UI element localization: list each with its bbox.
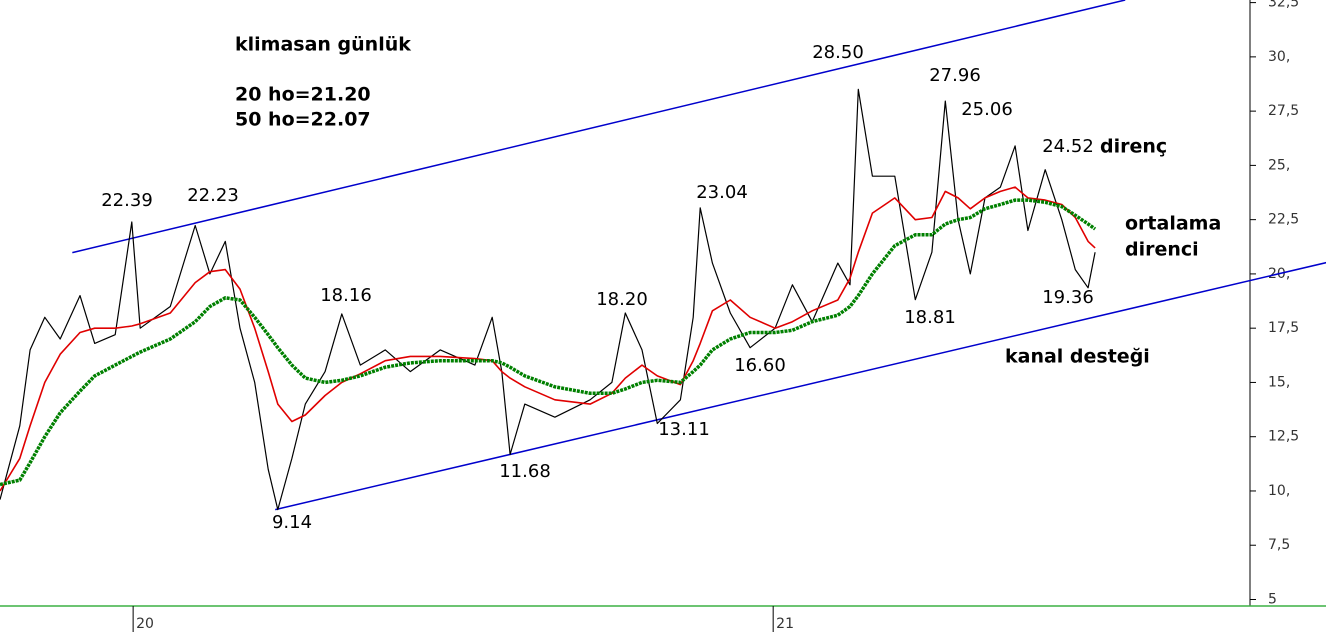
annotation: direnci: [1125, 239, 1199, 261]
x-tick-label: 20: [136, 616, 154, 632]
y-tick-label: 7,5: [1268, 537, 1290, 553]
y-tick-label: 5: [1268, 591, 1277, 607]
channel-line: [275, 261, 1326, 511]
y-tick-label: 12,5: [1268, 429, 1299, 445]
annotation: direnç: [1100, 136, 1167, 158]
moving-average: [0, 186, 1096, 492]
y-tick-label: 22,5: [1268, 212, 1299, 228]
annotation: 27.96: [929, 65, 981, 86]
annotation: 11.68: [499, 461, 551, 482]
y-tick-label: 30,: [1268, 49, 1290, 65]
annotation: 16.60: [734, 355, 786, 376]
annotation: 13.11: [658, 419, 710, 440]
y-tick-label: 15,: [1268, 374, 1290, 390]
y-tick-label: 17,5: [1268, 320, 1299, 336]
moving-average: [0, 198, 1097, 487]
annotation: 22.23: [187, 185, 239, 206]
annotation: kanal desteği: [1005, 346, 1150, 368]
annotation: 24.52: [1042, 136, 1094, 157]
annotation: 18.81: [904, 307, 956, 328]
annotation: 18.16: [320, 285, 372, 306]
annotation: 19.36: [1042, 287, 1094, 308]
annotation: 23.04: [696, 182, 748, 203]
annotation: 25.06: [961, 99, 1013, 120]
x-tick-label: 21: [776, 616, 794, 632]
annotation: 28.50: [812, 42, 864, 63]
note: 50 ho=22.07: [235, 109, 371, 131]
y-tick-label: 25,: [1268, 157, 1290, 173]
y-tick-label: 10,: [1268, 483, 1290, 499]
y-tick-label: 27,5: [1268, 103, 1299, 119]
note: 20 ho=21.20: [235, 84, 371, 106]
channel-line: [72, 0, 1126, 254]
annotation: 9.14: [272, 512, 312, 533]
chart-title: klimasan günlük: [235, 34, 411, 56]
annotation: ortalama: [1125, 213, 1221, 235]
annotation: 22.39: [101, 190, 153, 211]
price-line: [0, 88, 1096, 511]
y-tick-label: 32,5: [1268, 0, 1299, 11]
annotation: 18.20: [596, 289, 648, 310]
